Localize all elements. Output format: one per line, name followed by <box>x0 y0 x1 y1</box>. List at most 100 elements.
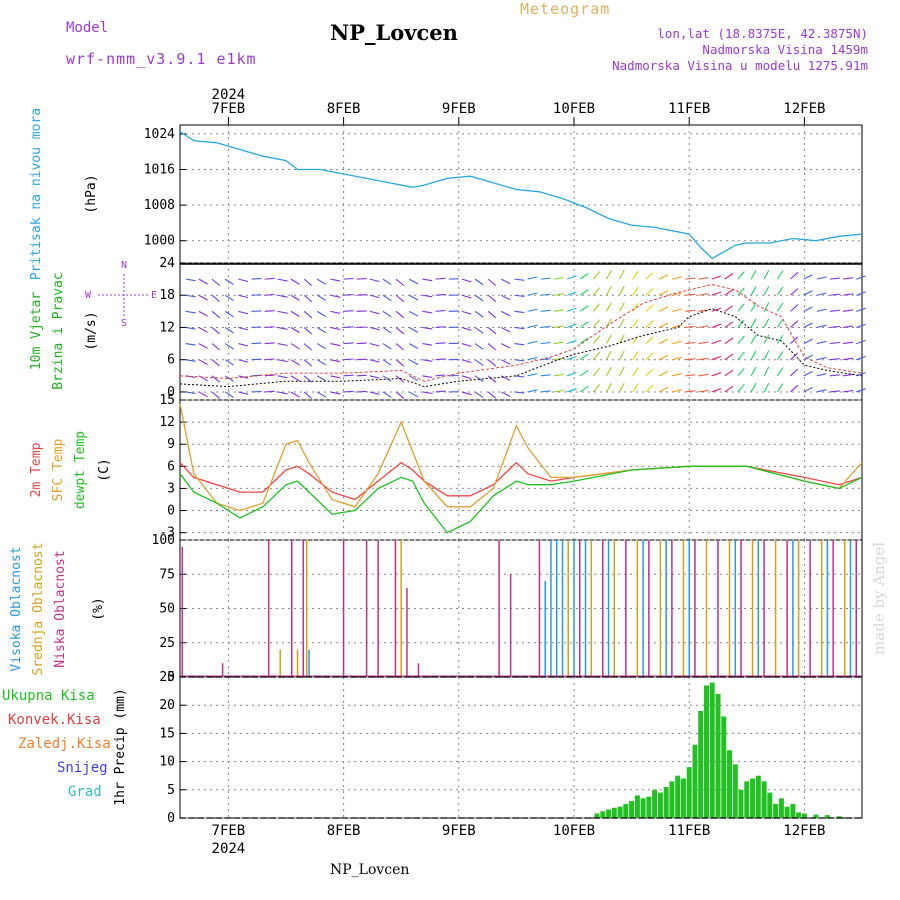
wind-barb <box>474 343 484 350</box>
wind-barb <box>750 318 757 328</box>
wind-barb <box>658 370 669 377</box>
cloud-unit-label: (%) <box>91 597 106 620</box>
precip-bar <box>755 775 761 818</box>
precip-legend-item: Ukupna Kisa <box>2 688 95 704</box>
wind-barb <box>592 335 601 344</box>
wind-barb <box>724 385 734 393</box>
wind-barb <box>474 375 484 382</box>
precip-bar <box>669 781 675 818</box>
precip-legend-item: Zaledj.Kisa <box>18 736 111 752</box>
wind-barb <box>605 366 612 377</box>
precip-bar <box>836 816 842 818</box>
wind-barb <box>632 383 639 393</box>
wind-barb <box>211 359 221 367</box>
wind-barb <box>829 358 840 361</box>
wind-barb <box>724 273 734 280</box>
wind-barb <box>711 339 722 345</box>
wind-barb <box>566 388 577 393</box>
wind-barb <box>422 359 433 362</box>
wind-barb <box>198 343 208 349</box>
year-label-top: 2024 <box>212 87 246 103</box>
wind-barb <box>435 390 446 393</box>
wind-barb <box>592 303 601 312</box>
precip-bar <box>744 781 750 818</box>
wind-barb <box>579 273 589 280</box>
wind-barb <box>395 278 405 286</box>
wind-barb <box>645 352 654 361</box>
clouds-ytick-label: 0 <box>167 670 175 685</box>
precip-bar <box>715 693 721 818</box>
wind-barb <box>501 359 511 365</box>
wind-frame <box>179 262 863 401</box>
wind-barb <box>843 373 854 377</box>
wind-barb <box>566 307 577 312</box>
wind-barb <box>408 375 419 382</box>
wind-barb <box>277 294 288 298</box>
wind-barb <box>264 310 275 312</box>
wind-dir-west: W <box>85 290 92 301</box>
wind-barb <box>750 286 757 296</box>
model-name: wrf-nmm_v3.9.1 e1km <box>66 50 257 68</box>
wind-barb <box>277 359 288 363</box>
wind-barb <box>487 391 497 399</box>
wind-barb <box>369 310 380 315</box>
precip-bar <box>778 798 784 818</box>
wind-barb <box>790 336 799 344</box>
wind-barb <box>330 294 341 298</box>
wind-barb <box>330 278 341 282</box>
wind-barb <box>211 375 221 383</box>
wind-barb <box>356 374 367 377</box>
wind-barb <box>527 373 538 377</box>
precip-bar <box>761 781 767 818</box>
wind-barb <box>501 326 511 333</box>
wind-barb <box>685 358 696 361</box>
wind-barb <box>790 352 799 361</box>
wind-barb <box>487 343 497 351</box>
precip-bar <box>796 812 802 818</box>
wind-barb <box>619 269 625 280</box>
wind-barb <box>343 310 354 312</box>
wind-barb <box>711 323 722 328</box>
wind-barb <box>553 277 564 280</box>
wind-barb <box>685 325 696 329</box>
precip-ytick-label: 10 <box>159 755 175 770</box>
wind-barb <box>698 325 709 329</box>
wind-barb <box>382 327 392 334</box>
clouds-ytick-label: 50 <box>159 602 175 617</box>
station-coordinates: lon,lat (18.8375E, 42.3875N) <box>657 26 868 41</box>
wind-barb <box>698 309 709 312</box>
wind-barb <box>698 277 709 280</box>
wind-barb <box>382 343 392 350</box>
wind-barb <box>632 270 639 280</box>
wind-barb <box>763 286 770 296</box>
temperature-ytick-label: 0 <box>167 504 175 519</box>
wind-barb <box>461 375 472 380</box>
wind-barb <box>658 354 669 361</box>
wind-barb <box>632 334 639 344</box>
time-tick-label-bottom: 10FEB <box>553 823 595 839</box>
precip-ytick-label: 15 <box>159 726 175 741</box>
wind-barb <box>408 310 419 317</box>
wind-barb <box>487 278 497 286</box>
wind-barb <box>198 310 208 317</box>
precip-bar <box>623 803 629 818</box>
precip-ylabel: 1hr Precip (mm) <box>113 688 128 805</box>
precip-ytick-label: 5 <box>167 783 175 798</box>
wind-barb <box>579 321 589 328</box>
pressure-ytick-label: 1024 <box>144 127 175 142</box>
wind-barb <box>658 322 669 328</box>
wind-barb <box>737 383 745 393</box>
wind-barb <box>435 293 446 296</box>
wind-barb <box>290 310 300 317</box>
wind-barb <box>816 389 827 393</box>
wind-barb <box>303 278 313 287</box>
wind-barb <box>672 276 683 280</box>
wind-barb <box>382 359 392 366</box>
wind-barb <box>422 375 433 378</box>
chart-title: NP_Lovcen <box>330 20 458 45</box>
wind-barb <box>645 368 654 377</box>
wind-barb <box>763 302 770 312</box>
wind-barb <box>619 318 625 328</box>
wind-barb <box>632 318 639 328</box>
wind-barb <box>343 326 354 329</box>
